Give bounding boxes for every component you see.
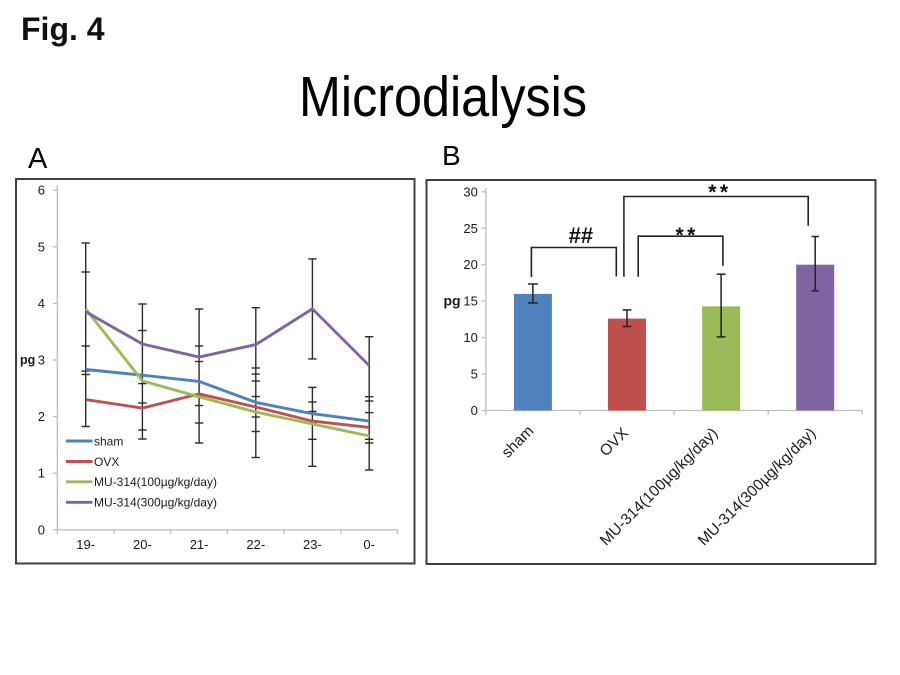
svg-text:3: 3: [38, 353, 45, 368]
svg-text:pg: pg: [20, 353, 35, 367]
svg-text:1: 1: [38, 466, 45, 481]
svg-text:23-: 23-: [303, 537, 322, 552]
svg-text:MU-314(100µg/kg/day): MU-314(100µg/kg/day): [94, 475, 217, 489]
svg-text:##: ##: [569, 223, 593, 248]
svg-text:22-: 22-: [246, 537, 265, 552]
svg-text:4: 4: [38, 296, 45, 311]
svg-text:Microdialysis: Microdialysis: [299, 65, 587, 129]
svg-text:25: 25: [463, 221, 477, 236]
svg-text:2: 2: [38, 409, 45, 424]
svg-text:6: 6: [38, 183, 45, 198]
svg-text:sham: sham: [94, 434, 123, 448]
svg-text:**: **: [676, 224, 699, 247]
svg-text:19-: 19-: [76, 537, 95, 552]
svg-text:20-: 20-: [133, 537, 152, 552]
svg-text:**: **: [708, 181, 731, 204]
svg-text:B: B: [442, 140, 461, 171]
svg-text:0: 0: [38, 522, 45, 537]
svg-text:5: 5: [38, 239, 45, 254]
svg-text:Fig. 4: Fig. 4: [21, 11, 105, 47]
svg-text:5: 5: [471, 367, 478, 382]
svg-text:0-: 0-: [363, 537, 375, 552]
svg-text:A: A: [28, 143, 48, 175]
svg-text:OVX: OVX: [94, 455, 119, 469]
svg-text:0: 0: [471, 403, 478, 418]
svg-text:30: 30: [463, 184, 477, 199]
svg-text:10: 10: [463, 330, 477, 345]
svg-text:15: 15: [463, 294, 477, 309]
svg-text:pg: pg: [444, 293, 461, 309]
svg-text:21-: 21-: [190, 537, 209, 552]
svg-text:20: 20: [463, 257, 477, 272]
svg-text:MU-314(300µg/kg/day): MU-314(300µg/kg/day): [94, 496, 217, 510]
